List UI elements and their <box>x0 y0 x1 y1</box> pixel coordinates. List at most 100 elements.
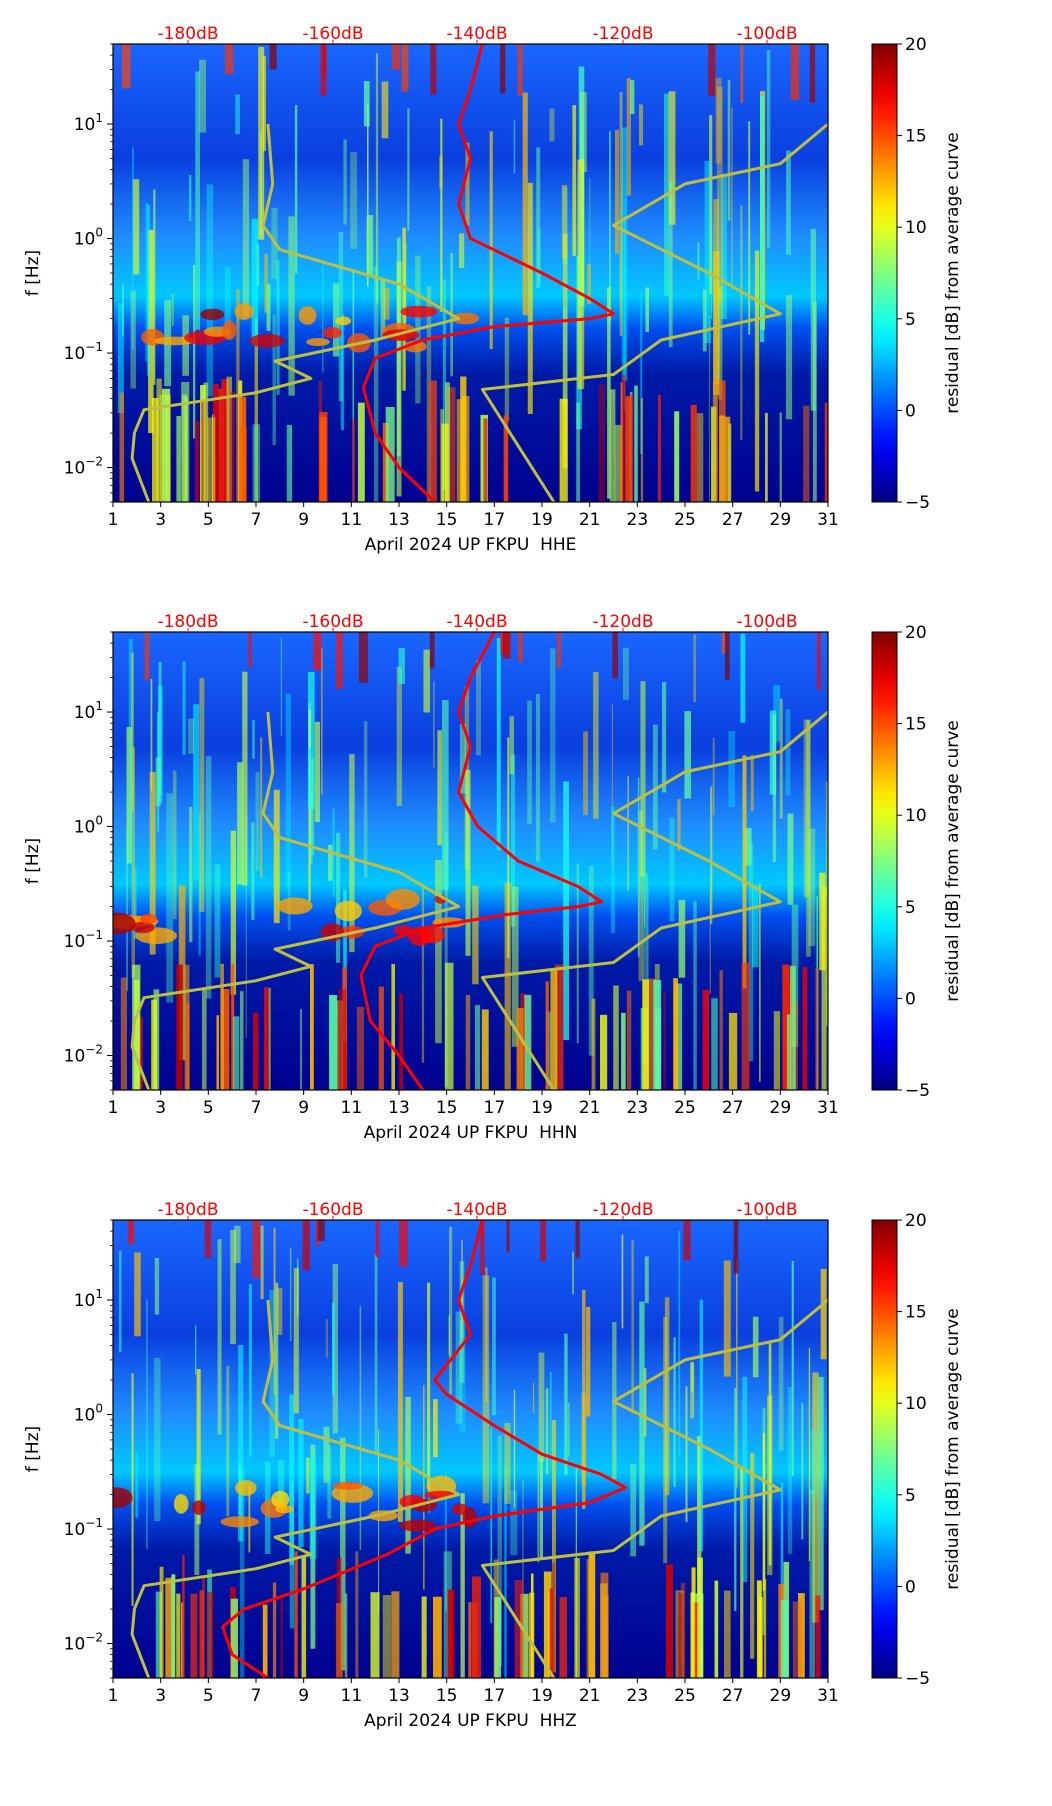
spectrogram-texture-stripe <box>504 1465 507 1678</box>
spectrogram-texture-stripe <box>690 1362 695 1419</box>
colorbar-tick-label: 20 <box>905 35 927 55</box>
spectrogram-texture-stripe <box>226 1365 230 1517</box>
spectrogram-texture-stripe <box>623 216 626 412</box>
spectrogram-lowfreq-band <box>468 1602 472 1678</box>
spectrogram-hf-spot <box>518 632 523 663</box>
spectrogram-lowfreq-band <box>152 398 159 502</box>
spectrogram-texture-stripe <box>154 1258 160 1315</box>
spectrogram-lowfreq-band <box>199 1590 204 1678</box>
x-tick-label: 11 <box>341 1686 363 1706</box>
spectrogram-texture-stripe <box>407 108 410 231</box>
spectrogram-texture-stripe <box>258 46 265 240</box>
spectrogram-texture-stripe <box>522 92 528 316</box>
reference-model-curve <box>130 123 461 502</box>
spectrogram-hot-spot <box>140 913 158 925</box>
spectrogram-lowfreq-band <box>653 980 662 1090</box>
spectrogram-hot-spot <box>220 1516 259 1528</box>
spectrogram-texture-stripe <box>561 185 568 259</box>
spectrogram-texture-stripe <box>374 1254 378 1455</box>
spectrogram-lowfreq-band <box>792 1601 802 1678</box>
spectrogram-texture-stripe <box>677 799 681 851</box>
x-tick-label: 31 <box>817 1686 839 1706</box>
spectrogram-texture-stripe <box>750 1453 755 1659</box>
spectrogram-texture-stripe <box>340 313 345 430</box>
spectrogram-texture-stripe <box>808 1347 811 1561</box>
spectrogram-texture-stripe <box>132 147 134 350</box>
spectrogram-texture-stripe <box>497 1435 502 1666</box>
spectrogram-texture-stripe <box>205 756 212 999</box>
spectrogram-hf-spot <box>315 1220 320 1247</box>
spectrogram-texture-stripe <box>587 263 591 305</box>
x-tick-label: 31 <box>817 1098 839 1118</box>
spectrogram-texture-stripe <box>117 303 124 414</box>
spectrogram-lowfreq-band <box>543 1571 552 1678</box>
top-db-label: -140dB <box>446 24 507 44</box>
spectrogram-lowfreq-band <box>231 963 235 1090</box>
colorbar-tick-label: 20 <box>905 623 927 643</box>
spectrogram-lowfreq-band <box>690 1592 695 1678</box>
x-tick-label: 25 <box>674 1098 696 1118</box>
spectrogram-texture-stripe <box>744 828 752 866</box>
spectrogram-texture-stripe <box>396 261 402 497</box>
colorbar-tick-label: −5 <box>905 493 930 513</box>
colorbar-tick-label: 0 <box>905 1577 916 1597</box>
spectrogram-texture-stripe <box>332 1264 338 1434</box>
spectrogram-texture-stripe <box>697 242 700 280</box>
spectrogram-lowfreq-band <box>514 1580 524 1678</box>
spectrogram-texture-stripe <box>476 660 481 756</box>
spectrogram-hot-spot <box>275 1505 294 1514</box>
spectrogram-lowfreq-band <box>421 1596 427 1678</box>
spectrogram-texture-stripe <box>522 1479 524 1678</box>
spectrogram-lowfreq-band <box>474 1005 481 1090</box>
spectrogram-texture-stripe <box>821 886 827 1090</box>
spectrogram-lowfreq-band <box>230 1598 238 1678</box>
spectrogram-texture-stripe <box>242 671 248 886</box>
top-db-label: -100dB <box>736 612 797 632</box>
spectrogram-lowfreq-band <box>151 999 157 1090</box>
spectrogram-texture-stripe <box>280 637 282 736</box>
spectrogram-lowfreq-band <box>559 1597 567 1678</box>
top-db-label: -100dB <box>736 24 797 44</box>
spectrogram-texture-stripe <box>721 173 727 320</box>
spectrogram-texture-stripe <box>754 250 760 492</box>
spectrogram-texture-stripe <box>715 77 722 164</box>
spectrogram-texture-stripe <box>623 647 629 700</box>
spectrogram-texture-stripe <box>423 1385 425 1590</box>
x-tick-label: 23 <box>627 1098 649 1118</box>
spectrogram-lowfreq-band <box>352 418 355 502</box>
spectrogram-texture-stripe <box>130 290 136 389</box>
spectrogram-texture-stripe <box>260 130 262 236</box>
x-tick-label: 21 <box>579 1686 601 1706</box>
spectrogram-lowfreq-band <box>391 1591 400 1678</box>
spectrogram-lowfreq-band <box>756 1580 762 1678</box>
spectrogram-lowfreq-band <box>433 1596 442 1678</box>
spectrogram-lowfreq-band <box>559 398 568 502</box>
spectrogram-texture-stripe <box>321 647 323 795</box>
spectrogram-lowfreq-band <box>613 985 619 1090</box>
spectrogram-lowfreq-band <box>230 391 235 502</box>
spectrogram-texture-stripe <box>513 119 516 174</box>
spectrogram-lowfreq-band <box>203 382 209 502</box>
spectrogram-texture-stripe <box>171 293 174 326</box>
x-tick-label: 1 <box>108 510 119 530</box>
spectrogram-texture-stripe <box>507 737 510 958</box>
spectrogram-lowfreq-band <box>319 411 328 502</box>
spectrogram-lowfreq-band <box>120 977 127 1090</box>
spectrogram-texture-stripe <box>153 189 156 385</box>
spectrogram-lowfreq-band <box>156 378 162 502</box>
colorbar-gradient <box>871 1219 898 1679</box>
spectrogram-texture-stripe <box>352 269 355 502</box>
spectrogram-lowfreq-band <box>678 1592 683 1678</box>
y-axis: 10−2 10−1 100 101 f [Hz] <box>23 1219 113 1679</box>
spectrogram-texture-stripe <box>513 1390 516 1508</box>
top-db-axis: -180dB -160dB -140dB -120dB -100dB <box>157 612 798 632</box>
top-db-axis: -180dB -160dB -140dB -120dB -100dB <box>157 1200 798 1220</box>
spectrogram-texture-stripe <box>780 1481 784 1678</box>
spectrogram-lowfreq-band <box>446 387 456 502</box>
spectrogram-texture-stripe <box>262 56 266 151</box>
x-tick-label: 13 <box>388 1098 410 1118</box>
spectrogram-hf-spot <box>204 1220 212 1259</box>
spectrogram-texture-stripe <box>135 1453 139 1518</box>
